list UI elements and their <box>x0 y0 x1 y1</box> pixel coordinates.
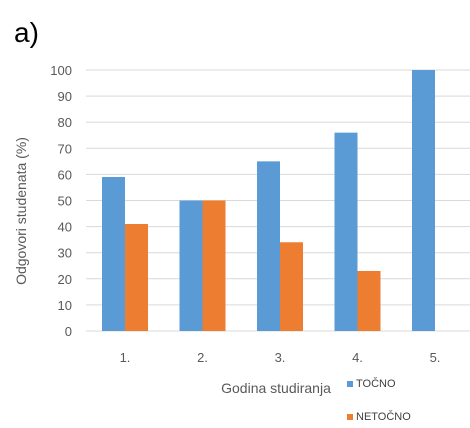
y-tick-label: 40 <box>58 220 72 235</box>
x-tick-label: 2. <box>197 350 208 365</box>
x-tick-label: 3. <box>275 350 286 365</box>
bar-tocno-1 <box>102 177 125 331</box>
y-tick-label: 90 <box>58 89 72 104</box>
legend-swatch <box>347 414 353 420</box>
legend-label: TOČNO <box>356 377 396 390</box>
y-tick-label: 80 <box>58 115 72 130</box>
x-tick-label: 5. <box>430 350 441 365</box>
y-tick-label: 10 <box>58 298 72 313</box>
bar-netocno-4 <box>357 270 381 331</box>
panel-label: a) <box>14 17 39 48</box>
x-tick-label: 4. <box>352 350 363 365</box>
x-tick-label: 1. <box>120 350 131 365</box>
y-tick-label: 30 <box>58 246 72 261</box>
y-tick-label: 20 <box>58 272 72 287</box>
bar-tocno-4 <box>334 132 358 331</box>
legend-swatch <box>347 381 353 387</box>
bar-tocno-2 <box>179 200 203 331</box>
legend: TOČNO NETOČNO <box>347 377 411 423</box>
bar-netocno-2 <box>202 200 226 331</box>
y-tick-label: 60 <box>58 167 72 182</box>
y-tick-label: 0 <box>65 324 72 339</box>
y-tick-label: 70 <box>58 141 72 156</box>
bar-netocno-3 <box>280 242 303 331</box>
x-axis-ticks: 1. 2. 3. 4. 5. <box>120 350 441 365</box>
y-tick-label: 50 <box>58 194 72 209</box>
y-tick-label: 100 <box>50 63 72 78</box>
y-axis-ticks: 0 10 20 30 40 50 60 70 80 90 100 <box>50 63 72 339</box>
bar-netocno-1 <box>125 223 148 331</box>
y-axis-title: Odgovori studenata (%) <box>13 137 29 285</box>
bar-tocno-3 <box>257 161 280 331</box>
bar-tocno-5 <box>412 70 435 331</box>
legend-label: NETOČNO <box>356 410 411 423</box>
bars <box>102 70 435 331</box>
x-axis-title: Godina studiranja <box>221 380 331 396</box>
